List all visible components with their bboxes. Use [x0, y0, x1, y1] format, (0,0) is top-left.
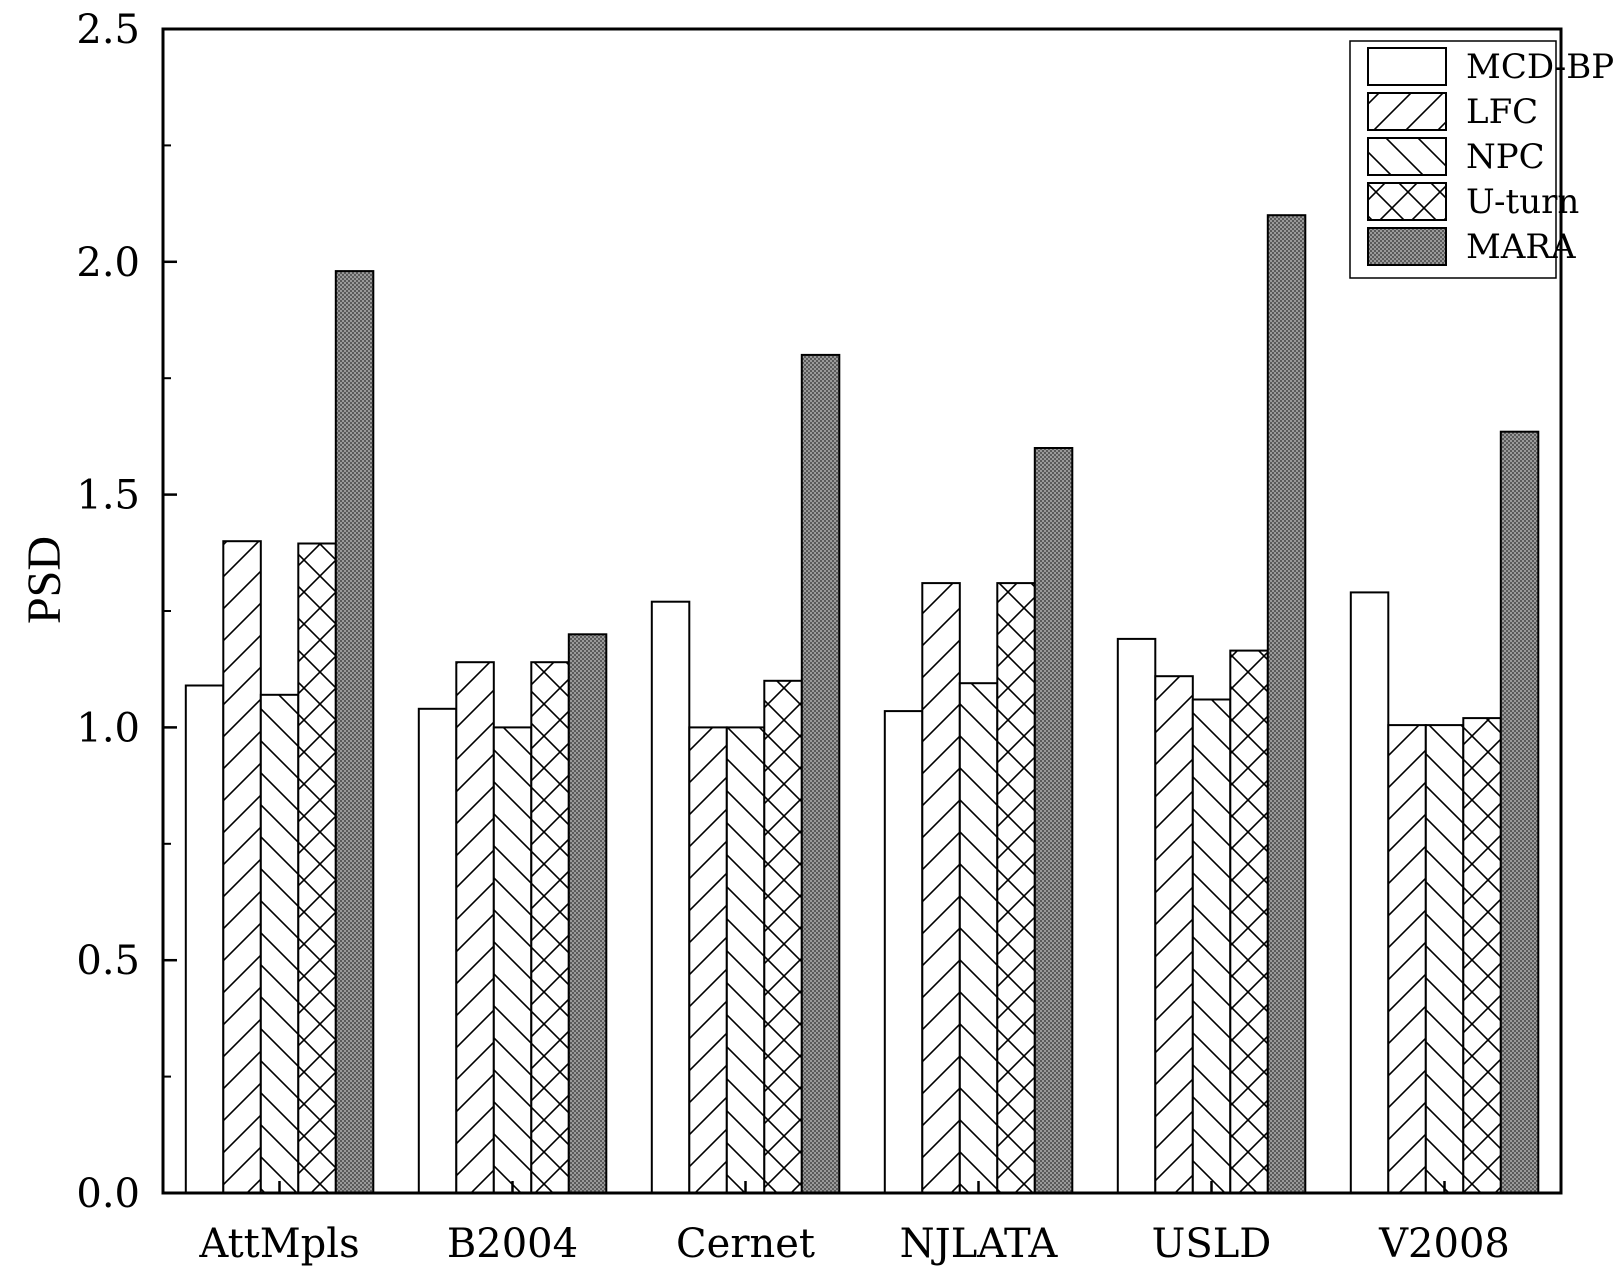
y-axis-label: PSD: [18, 536, 71, 624]
bar-njlata-mara: [1033, 447, 1074, 1194]
legend-label-mara: MARA: [1466, 227, 1576, 267]
bar-v2008-npc: [1424, 724, 1465, 1194]
x-tick-label: Cernet: [676, 1221, 815, 1267]
bar-attmpls-mara: [334, 270, 375, 1195]
legend-label-mcd-bp: MCD-BP: [1466, 47, 1614, 87]
x-tick-label: B2004: [447, 1221, 578, 1267]
legend-swatch-lfc: [1367, 92, 1447, 131]
legend-label-npc: NPC: [1466, 137, 1545, 177]
legend: MCD-BP LFC NPC U-turn MARA: [1349, 40, 1614, 279]
bar-attmpls-u-turn: [297, 542, 337, 1194]
x-tick-label: V2008: [1378, 1221, 1510, 1267]
bar-attmpls-lfc: [222, 540, 262, 1194]
y-tick-label: 1.5: [76, 473, 140, 519]
bar-cernet-u-turn: [763, 679, 803, 1194]
bar-usld-mcd-bp: [1116, 637, 1157, 1194]
bar-usld-u-turn: [1229, 649, 1269, 1194]
bars-layer: [184, 214, 1540, 1195]
x-tick-label: USLD: [1152, 1221, 1272, 1267]
bar-b2004-lfc: [455, 661, 495, 1194]
bar-njlata-lfc: [921, 582, 961, 1194]
bar-b2004-u-turn: [530, 661, 570, 1194]
bar-b2004-mara: [567, 633, 608, 1194]
bar-usld-npc: [1191, 698, 1232, 1194]
bar-b2004-mcd-bp: [417, 707, 458, 1194]
bar-attmpls-mcd-bp: [184, 684, 225, 1194]
bar-njlata-npc: [958, 682, 999, 1194]
y-tick-label: 2.5: [76, 7, 140, 53]
bar-v2008-u-turn: [1462, 717, 1502, 1194]
legend-swatch-mcd-bp: [1367, 47, 1447, 86]
bar-v2008-mcd-bp: [1349, 591, 1390, 1194]
axis-ticks: 0.0 0.5 1.0 1.5 2.0 2.5 AttMpls B2004 Cernet NJLA…: [76, 7, 1509, 1267]
y-tick-label: 0.5: [76, 938, 140, 984]
y-tick-label: 0.0: [76, 1171, 140, 1217]
legend-swatch-u-turn: [1367, 182, 1447, 221]
legend-swatch-mara: [1367, 227, 1447, 266]
bar-cernet-mara: [800, 353, 841, 1194]
bar-cernet-npc: [725, 726, 766, 1195]
bar-v2008-mara: [1499, 430, 1540, 1194]
legend-label-lfc: LFC: [1466, 92, 1538, 132]
bar-b2004-npc: [492, 726, 533, 1195]
bar-njlata-u-turn: [996, 582, 1036, 1194]
y-tick-label: 1.0: [76, 705, 140, 751]
bar-attmpls-npc: [259, 693, 300, 1194]
bar-usld-mara: [1266, 214, 1307, 1194]
y-tick-label: 2.0: [76, 240, 140, 286]
legend-label-u-turn: U-turn: [1466, 182, 1579, 222]
x-tick-label: AttMpls: [198, 1221, 359, 1267]
bar-cernet-lfc: [688, 726, 728, 1195]
bar-cernet-mcd-bp: [650, 600, 691, 1194]
x-tick-label: NJLATA: [900, 1221, 1059, 1267]
legend-swatch-npc: [1367, 137, 1447, 176]
bar-usld-lfc: [1154, 675, 1194, 1194]
bar-v2008-lfc: [1387, 724, 1427, 1194]
bar-njlata-mcd-bp: [883, 710, 924, 1194]
